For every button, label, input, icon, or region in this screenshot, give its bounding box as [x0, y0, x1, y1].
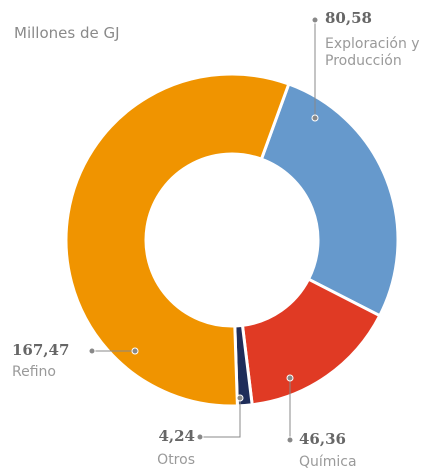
- value-label: 167,47: [12, 341, 70, 359]
- leader-dot: [286, 436, 294, 444]
- value-label: 46,36: [299, 430, 346, 448]
- category-label: Otros: [157, 452, 195, 468]
- leader-dot: [196, 433, 204, 441]
- leader-dot: [311, 16, 319, 24]
- leader-dot: [131, 347, 139, 355]
- donut-slice: [64, 72, 291, 408]
- category-label: Exploración y Producción: [325, 36, 420, 69]
- chart-title: Millones de GJ: [14, 24, 120, 42]
- leader-dot: [88, 347, 96, 355]
- leader-line: [200, 398, 241, 438]
- leader-dot: [236, 394, 244, 402]
- donut-slice: [259, 82, 400, 318]
- value-label: 80,58: [325, 9, 372, 27]
- leader-dot: [311, 114, 319, 122]
- donut-slice: [240, 277, 382, 407]
- value-label: 4,24: [158, 427, 195, 445]
- leader-dot: [286, 374, 294, 382]
- category-label: Química: [299, 454, 357, 470]
- category-label: Refino: [12, 364, 56, 380]
